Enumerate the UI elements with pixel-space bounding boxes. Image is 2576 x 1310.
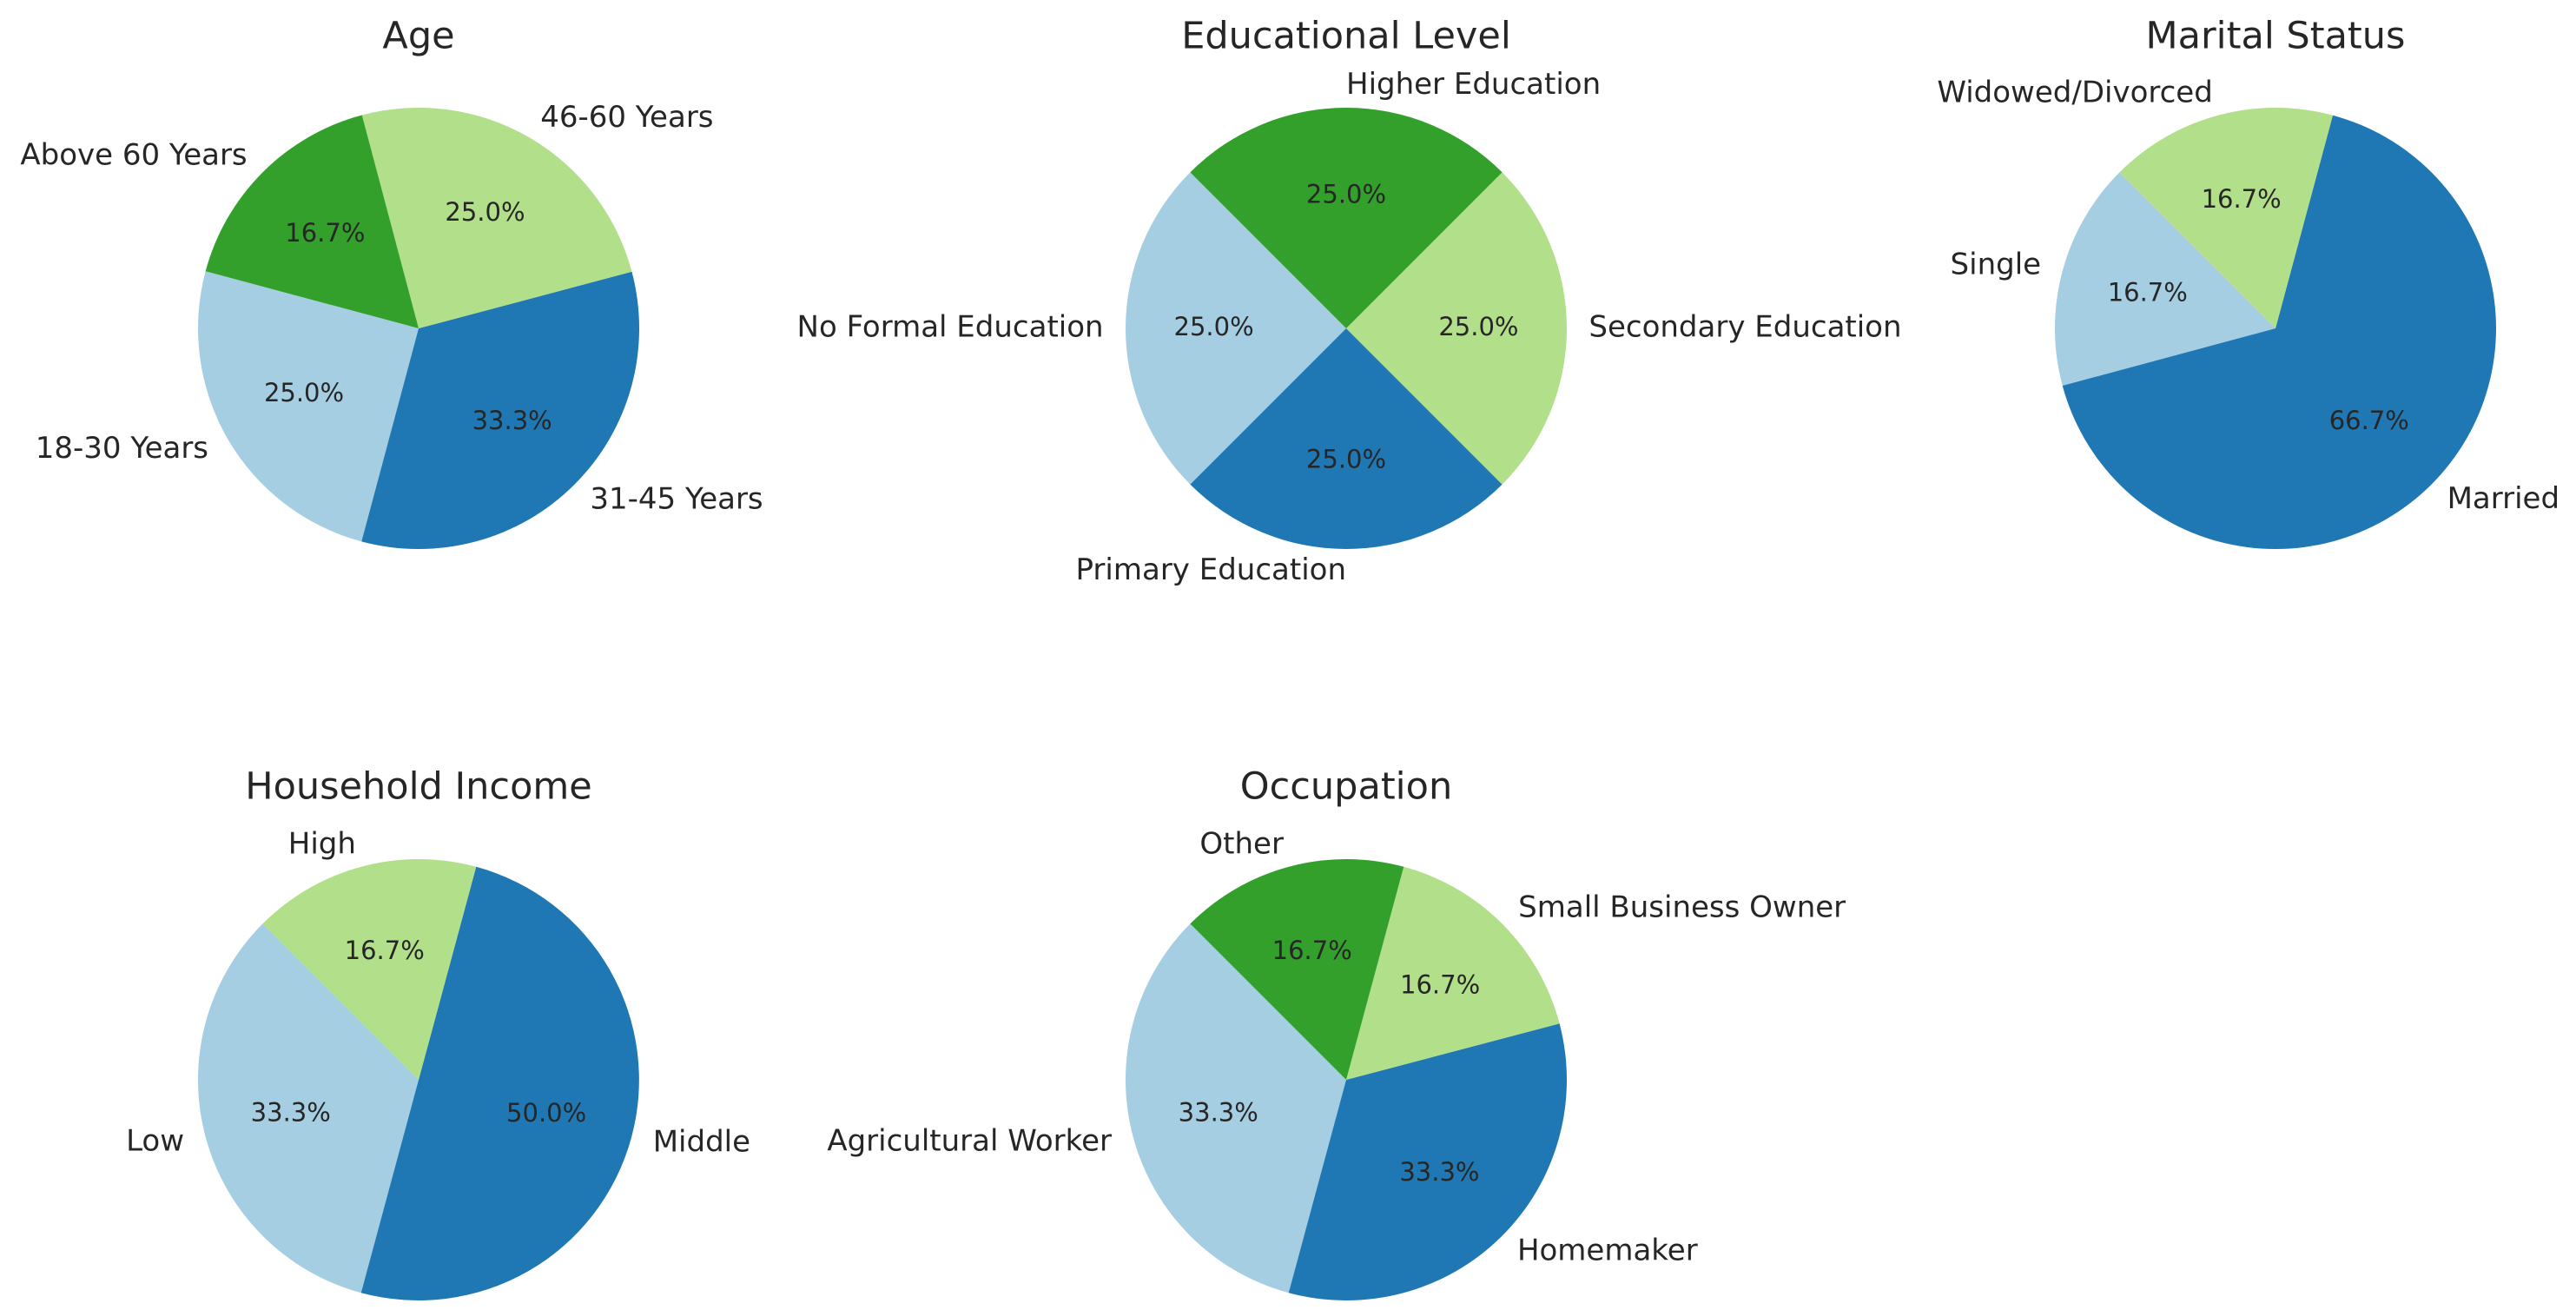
slice-percent-single: 16.7% — [2108, 278, 2188, 308]
slice-percent-small-business-owner: 16.7% — [1400, 970, 1480, 1000]
slice-label-18-30-years: 18-30 Years — [36, 431, 208, 466]
slice-homemaker — [1288, 1023, 1568, 1301]
slice-label-high: High — [288, 827, 356, 862]
slice-percent-widowed-divorced: 16.7% — [2202, 184, 2282, 214]
slice-agricultural-worker — [1126, 923, 1346, 1293]
slice-label-homemaker: Homemaker — [1517, 1234, 1698, 1268]
slice-percent-other: 16.7% — [1272, 936, 1352, 965]
slice-percent-middle: 50.0% — [506, 1098, 586, 1128]
pie-chart-occupation: Occupation Agricultural Worker 33.3% Homema… — [827, 765, 1846, 1301]
slice-other — [1190, 859, 1404, 1080]
slice-above-60-years — [205, 115, 419, 328]
slice-percent-married: 66.7% — [2329, 406, 2409, 435]
slice-percent-high: 16.7% — [345, 936, 425, 965]
slice-low — [197, 923, 419, 1293]
slice-label-low: Low — [126, 1124, 184, 1159]
slice-percent-above-60-years: 16.7% — [285, 218, 365, 248]
slice-percent-18-30-years: 25.0% — [264, 378, 344, 407]
pie-chart-marital-status: Marital Status Single 16.7% Married 66.7% Wid… — [1937, 15, 2559, 549]
slice-percent-agricultural-worker: 33.3% — [1179, 1097, 1258, 1127]
slice-31-45-years — [361, 271, 639, 549]
slice-46-60-years — [361, 108, 632, 328]
slice-label-middle: Middle — [653, 1124, 750, 1159]
slice-percent-homemaker: 33.3% — [1399, 1157, 1479, 1187]
slice-higher-education — [1190, 108, 1503, 328]
pie-chart-age: Age 18-30 Years 25.0% 31-45 Years 33.3% 46-60… — [20, 15, 763, 549]
slice-label-other: Other — [1199, 827, 1284, 862]
slice-label-46-60-years: 46-60 Years — [540, 100, 713, 135]
chart-title: Household Income — [245, 765, 591, 809]
slice-label-widowed-divorced: Widowed/Divorced — [1937, 76, 2212, 110]
chart-title: Occupation — [1240, 765, 1452, 809]
slice-primary-education — [1190, 328, 1503, 549]
chart-title: Educational Level — [1181, 15, 1511, 58]
slice-middle — [360, 866, 639, 1300]
slice-percent-low: 33.3% — [251, 1097, 331, 1127]
slice-percent-no-formal-education: 25.0% — [1174, 312, 1254, 341]
slice-label-no-formal-education: No Formal Education — [797, 310, 1104, 345]
slice-label-primary-education: Primary Education — [1076, 552, 1346, 587]
slice-percent-31-45-years: 33.3% — [472, 406, 552, 435]
slice-percent-secondary-education: 25.0% — [1438, 312, 1518, 341]
slice-high — [262, 859, 477, 1080]
chart-title: Age — [382, 15, 454, 58]
slice-label-higher-education: Higher Education — [1346, 67, 1601, 102]
slice-label-31-45-years: 31-45 Years — [590, 481, 763, 516]
slice-label-secondary-education: Secondary Education — [1589, 310, 1901, 345]
slice-small-business-owner — [1346, 866, 1560, 1080]
pie-chart-household-income: Household Income Low 33.3% Middle 50.0% High 1… — [126, 765, 750, 1300]
slice-label-agricultural-worker: Agricultural Worker — [827, 1124, 1112, 1159]
slice-percent-primary-education: 25.0% — [1306, 444, 1386, 473]
slice-label-small-business-owner: Small Business Owner — [1518, 890, 1846, 925]
slice-percent-46-60-years: 25.0% — [445, 197, 525, 227]
slice-married — [2062, 115, 2496, 549]
pie-chart-educational-level: Educational Level No Formal Education 25.0… — [797, 15, 1902, 587]
slice-percent-higher-education: 25.0% — [1306, 180, 1386, 209]
slice-no-formal-education — [1126, 172, 1346, 485]
slice-label-above-60-years: Above 60 Years — [20, 138, 247, 173]
chart-title: Marital Status — [2146, 15, 2406, 58]
slice-widowed-divorced — [2119, 107, 2333, 329]
slice-secondary-education — [1346, 172, 1567, 485]
slice-label-single: Single — [1951, 247, 2042, 281]
slice-18-30-years — [198, 271, 419, 542]
slice-single — [2054, 172, 2275, 386]
slice-label-married: Married — [2447, 481, 2559, 516]
